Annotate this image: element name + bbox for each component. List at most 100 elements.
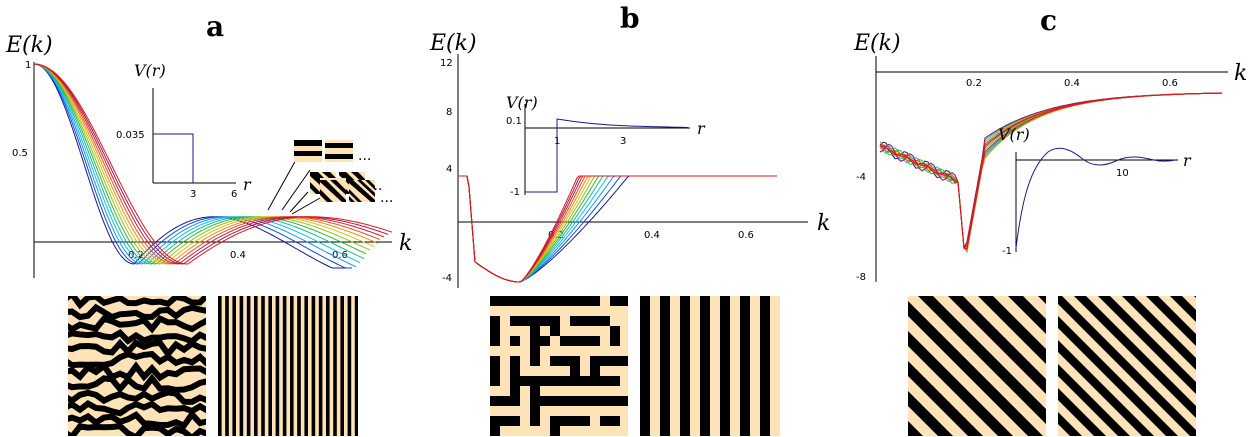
maze-block bbox=[590, 336, 600, 346]
maze-block bbox=[530, 386, 540, 396]
maze-block bbox=[590, 316, 600, 326]
stripe bbox=[760, 296, 770, 436]
maze-block bbox=[530, 326, 540, 336]
maze-block bbox=[530, 316, 540, 326]
diagonal-stripe bbox=[1218, 296, 1251, 436]
maze-block bbox=[490, 366, 500, 376]
maze-block bbox=[500, 416, 510, 426]
panel-a-inset-xtick-2: 6 bbox=[231, 189, 237, 200]
maze-block bbox=[490, 326, 500, 336]
maze-block bbox=[560, 396, 570, 406]
panel-b-inset-xtick-2: 3 bbox=[620, 136, 626, 147]
panel-b-xtick-1: 0.2 bbox=[548, 230, 564, 241]
thumb-ellipsis-1: ... bbox=[358, 148, 371, 164]
diagonal-stripe bbox=[1194, 296, 1196, 298]
panel-a-xtick-3: 0.6 bbox=[332, 250, 348, 261]
panel-a-curve-3 bbox=[33, 63, 357, 268]
panel-a-main-axes: E(k) k 0.2 0.4 0.6 1 0.5 bbox=[5, 33, 412, 278]
maze-block bbox=[530, 396, 540, 406]
panel-c-inset-potential bbox=[1015, 147, 1177, 249]
panel-b-ytick-4: -4 bbox=[442, 273, 452, 284]
maze-block bbox=[530, 346, 540, 356]
panel-a-ylabel: E(k) bbox=[5, 33, 53, 58]
maze-block bbox=[570, 396, 580, 406]
maze-block bbox=[570, 336, 580, 346]
maze-block bbox=[510, 396, 520, 406]
diagonal-stripe bbox=[908, 361, 983, 436]
maze-block bbox=[600, 416, 610, 426]
maze-block bbox=[490, 336, 500, 346]
labyrinth-stroke bbox=[68, 329, 206, 345]
maze-block bbox=[590, 356, 600, 366]
maze-block bbox=[570, 376, 580, 386]
panel-b-inset-potential bbox=[525, 118, 689, 193]
panel-a-inset-potential bbox=[153, 133, 194, 183]
maze-block bbox=[530, 406, 540, 416]
panel-b-curve-6 bbox=[459, 175, 739, 283]
panel-c-inset-ytick: -1 bbox=[1002, 246, 1012, 257]
maze-block bbox=[600, 396, 610, 406]
diagonal-stripe bbox=[908, 391, 953, 436]
labyrinth-stroke bbox=[68, 314, 206, 334]
maze-block bbox=[550, 326, 560, 336]
maze-block bbox=[550, 376, 560, 386]
panel-c-xtick-3: 0.6 bbox=[1162, 78, 1178, 89]
panel-b-curve-5 bbox=[459, 175, 733, 283]
panel-b-ytick-3: 4 bbox=[446, 164, 452, 175]
panel-b-xlabel: k bbox=[817, 211, 830, 236]
panel-b-inset-ytick-1: 0.1 bbox=[506, 116, 522, 127]
panel-c-xtick-1: 0.2 bbox=[966, 78, 982, 89]
maze-block bbox=[500, 296, 510, 306]
maze-block bbox=[490, 396, 500, 406]
maze-block bbox=[560, 356, 570, 366]
diagonal-stripe bbox=[978, 296, 1046, 364]
maze-block bbox=[560, 296, 570, 306]
diagonal-stripe bbox=[1146, 296, 1196, 346]
panel-c-inset-xlabel: r bbox=[1183, 151, 1192, 170]
panel-a-curve-6 bbox=[33, 63, 367, 265]
panel-b-xtick-3: 0.6 bbox=[738, 230, 754, 241]
maze-block bbox=[610, 416, 620, 426]
maze-block bbox=[490, 426, 500, 436]
diagonal-stripe bbox=[1008, 296, 1046, 334]
maze-block bbox=[510, 316, 520, 326]
panel-a-curve-13 bbox=[33, 63, 393, 265]
maze-block bbox=[510, 336, 520, 346]
panel-a-label: a bbox=[206, 10, 224, 43]
maze-block bbox=[570, 416, 580, 426]
panel-b-curve-9 bbox=[459, 175, 755, 283]
labyrinth-stroke bbox=[68, 409, 206, 430]
maze-block bbox=[510, 296, 520, 306]
maze-block bbox=[560, 336, 570, 346]
panel-a-curve-4 bbox=[33, 63, 361, 265]
maze-block bbox=[510, 366, 520, 376]
panel-b-curve-8 bbox=[459, 175, 749, 283]
panel-c-ytick-1: -4 bbox=[856, 172, 866, 183]
maze-block bbox=[590, 396, 600, 406]
maze-block bbox=[620, 296, 628, 306]
stripe bbox=[268, 296, 272, 436]
diagonal-stripe bbox=[1122, 296, 1196, 370]
maze-block bbox=[490, 296, 500, 306]
diagonal-stripe bbox=[1074, 296, 1196, 418]
maze-block bbox=[550, 416, 560, 426]
panel-b-inset-ylabel: V(r) bbox=[506, 93, 538, 112]
thumb-diagonal-fine-2 bbox=[349, 180, 375, 202]
maze-block bbox=[590, 376, 600, 386]
labyrinth-stroke bbox=[68, 400, 206, 417]
diagonal-stripe bbox=[1058, 412, 1082, 436]
panel-b-ytick-2: 8 bbox=[446, 107, 452, 118]
panel-b-main-axes: E(k) k 0.2 0.4 0.6 12 8 4 -4 bbox=[429, 31, 830, 288]
maze-block bbox=[600, 356, 610, 366]
diagonal-stripe bbox=[1058, 388, 1106, 436]
panel-a-pattern-stripes bbox=[218, 296, 358, 436]
panel-a-curve-11 bbox=[33, 63, 385, 265]
maze-block bbox=[550, 396, 560, 406]
maze-block bbox=[570, 316, 580, 326]
stripe bbox=[246, 296, 251, 436]
panel-c-ytick-2: -8 bbox=[856, 272, 866, 283]
panel-c-inset-ylabel: V(r) bbox=[998, 125, 1030, 144]
labyrinth-stroke bbox=[68, 303, 206, 321]
panel-c: c E(k) k 0.2 0.4 0.6 -4 -8 V(r) r -1 10 bbox=[853, 4, 1251, 436]
panel-b-inset-xtick-1: 1 bbox=[554, 136, 560, 147]
